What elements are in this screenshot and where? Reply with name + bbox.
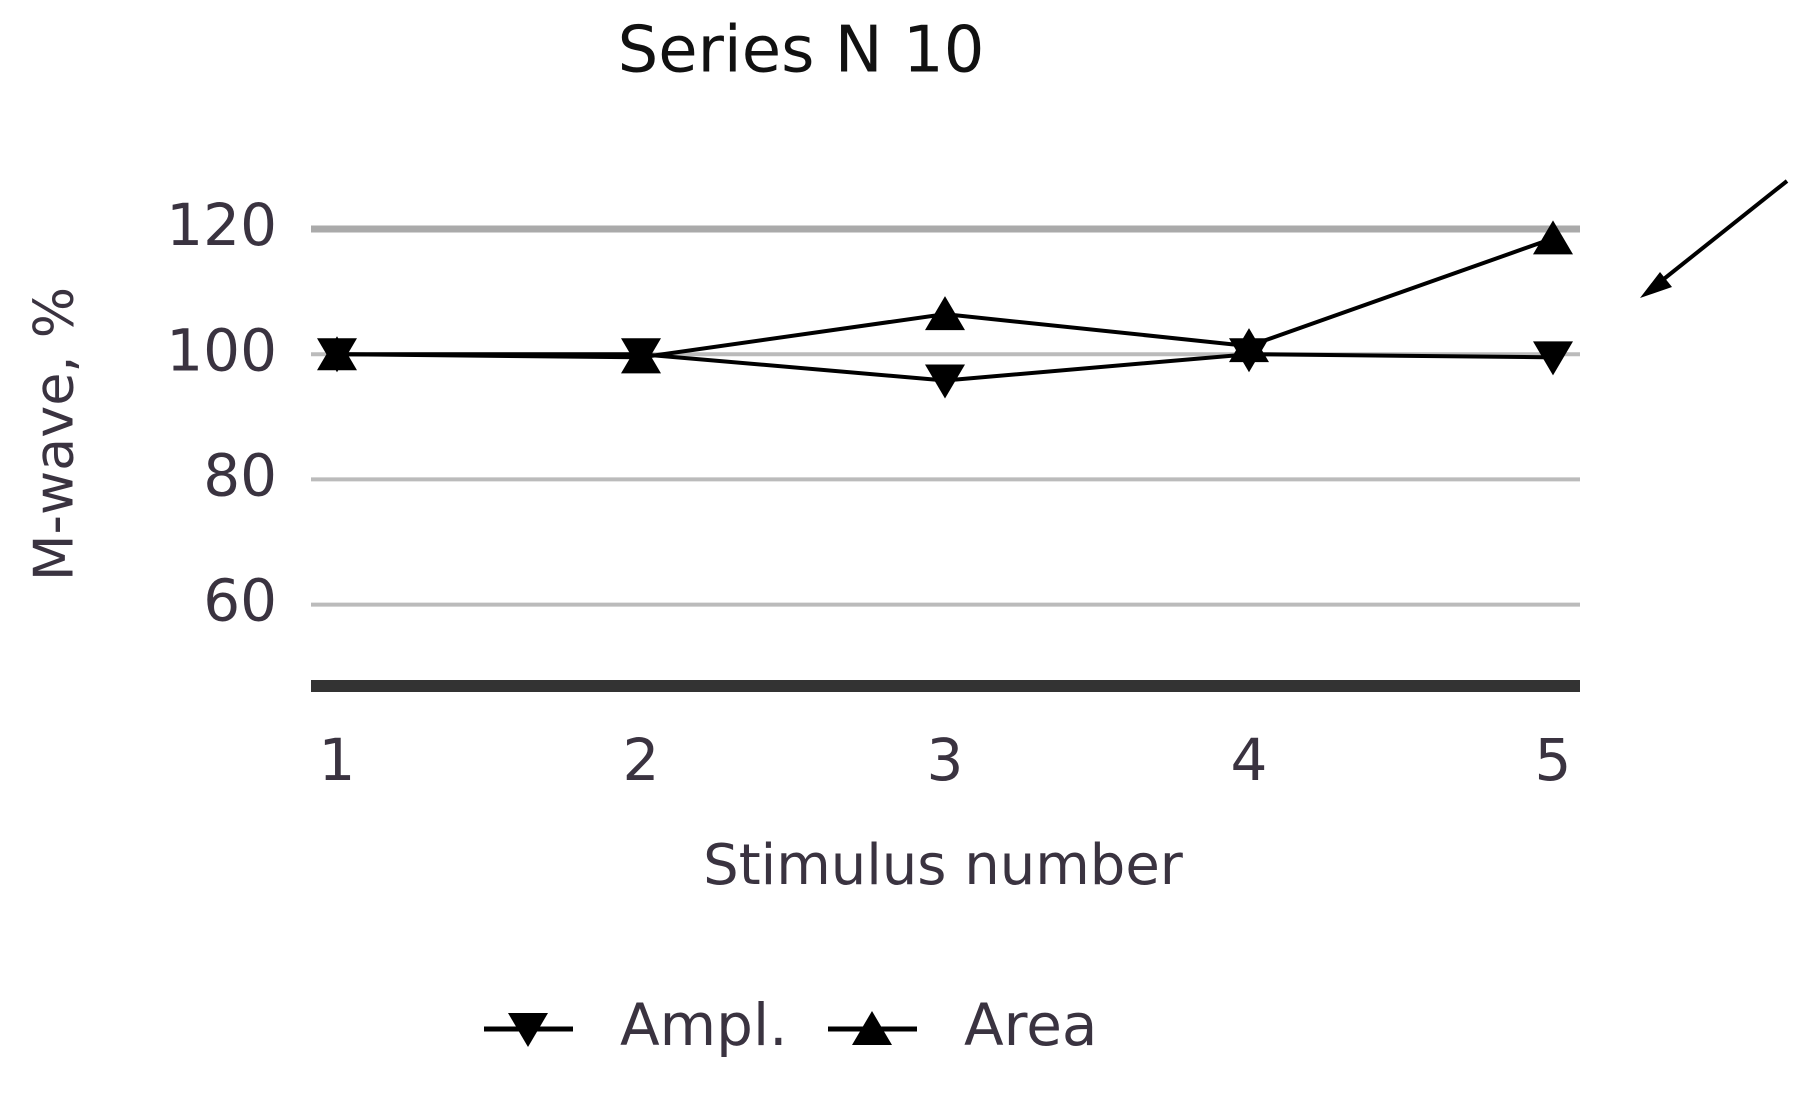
x-tick-label: 1 <box>319 726 356 794</box>
x-tick-label: 3 <box>927 726 964 794</box>
y-tick-label: 120 <box>166 191 277 259</box>
point-marker <box>1229 328 1269 363</box>
y-axis-title: M-wave, % <box>23 287 86 581</box>
point-marker <box>925 296 965 331</box>
legend-label: Area <box>964 991 1097 1059</box>
point-marker <box>1533 341 1573 376</box>
legend-label: Ampl. <box>620 991 788 1059</box>
legend-marker <box>508 1013 548 1047</box>
point-marker <box>621 339 661 374</box>
point-marker <box>1533 220 1573 255</box>
x-tick-label: 4 <box>1231 726 1268 794</box>
point-marker <box>925 364 965 399</box>
y-tick-label: 60 <box>203 567 277 635</box>
x-tick-label: 2 <box>623 726 660 794</box>
y-tick-label: 80 <box>203 442 277 510</box>
chart-title: Series N 10 <box>618 14 985 88</box>
x-axis-title: Stimulus number <box>703 833 1184 898</box>
x-tick-label: 5 <box>1535 726 1572 794</box>
legend-marker <box>852 1011 892 1045</box>
y-tick-label: 100 <box>166 316 277 384</box>
annotation-arrowhead <box>1640 272 1672 298</box>
point-marker <box>317 336 357 371</box>
annotation-arrow <box>1648 179 1789 292</box>
